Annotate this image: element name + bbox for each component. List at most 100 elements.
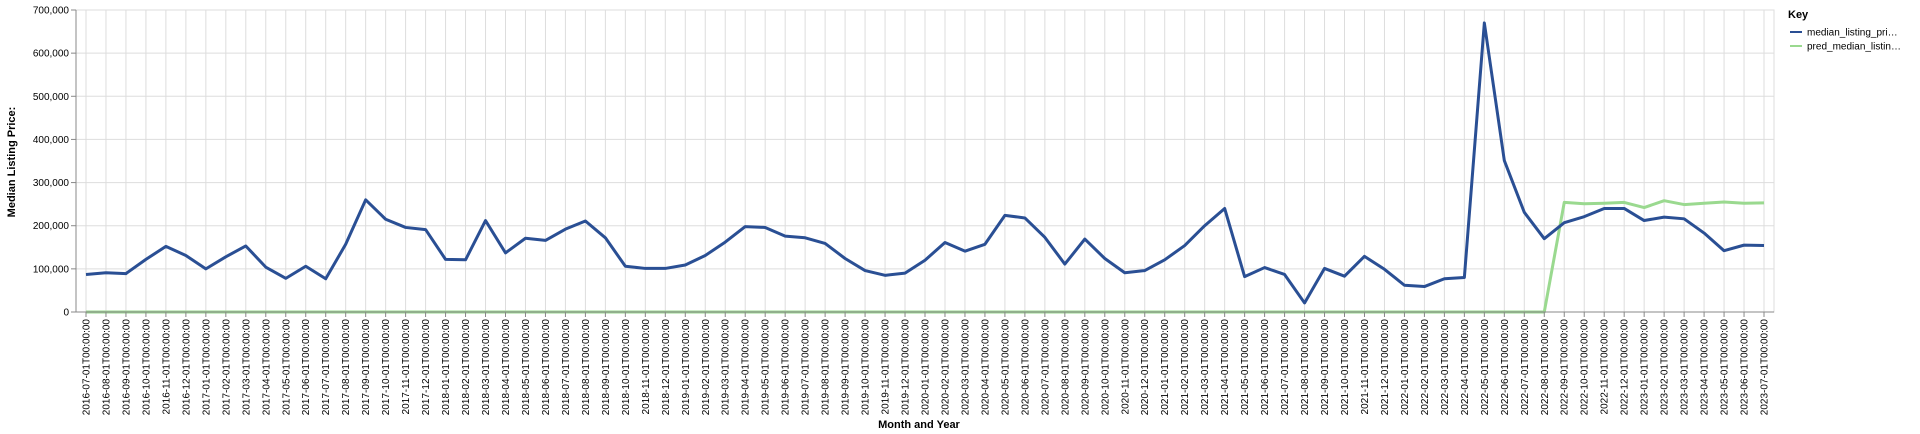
y-tick-label: 500,000 (33, 92, 70, 103)
x-tick-label: 2022-08-01T00:00:00 (1540, 319, 1551, 416)
x-tick-label: 2016-10-01T00:00:00 (141, 319, 152, 416)
x-tick-label: 2021-08-01T00:00:00 (1300, 319, 1311, 416)
x-tick-label: 2019-09-01T00:00:00 (841, 319, 852, 416)
legend: Key median_listing_pri… pred_median_listi… (1788, 9, 1901, 53)
x-tick-label: 2016-09-01T00:00:00 (121, 319, 132, 416)
x-tick-label: 2018-04-01T00:00:00 (501, 319, 512, 416)
x-tick-label: 2018-11-01T00:00:00 (641, 319, 652, 415)
x-tick-label: 2022-03-01T00:00:00 (1440, 319, 1451, 416)
x-tick-label: 2021-06-01T00:00:00 (1260, 319, 1271, 416)
x-tick-label: 2021-11-01T00:00:00 (1360, 319, 1371, 415)
x-tick-label: 2019-10-01T00:00:00 (861, 319, 872, 416)
x-tick-label: 2019-12-01T00:00:00 (901, 319, 912, 416)
x-tick-label: 2017-09-01T00:00:00 (361, 319, 372, 416)
x-tick-label: 2019-02-01T00:00:00 (701, 319, 712, 416)
x-axis: 2016-07-01T00:00:00 2016-08-01T00:00:00 20… (76, 311, 1774, 416)
series-line-0 (85, 21, 1765, 305)
y-tick-label: 300,000 (33, 178, 70, 189)
x-tick-label: 2019-05-01T00:00:00 (761, 319, 772, 416)
y-tick-label: 400,000 (33, 135, 70, 146)
x-tick-label: 2020-05-01T00:00:00 (1000, 319, 1011, 416)
legend-title: Key (1788, 9, 1809, 21)
x-tick-label: 2022-04-01T00:00:00 (1460, 319, 1471, 416)
x-tick-label: 2021-09-01T00:00:00 (1320, 319, 1331, 416)
x-tick-label: 2019-03-01T00:00:00 (721, 319, 732, 416)
y-tick-label: 100,000 (33, 264, 70, 275)
x-tick-label: 2023-06-01T00:00:00 (1740, 319, 1751, 416)
x-tick-label: 2017-12-01T00:00:00 (421, 319, 432, 416)
x-tick-label: 2021-10-01T00:00:00 (1340, 319, 1351, 416)
x-tick-label: 2020-03-01T00:00:00 (960, 319, 971, 416)
x-tick-label: 2021-05-01T00:00:00 (1240, 319, 1251, 416)
x-tick-label: 2016-07-01T00:00:00 (81, 319, 92, 416)
x-tick-label: 2022-05-01T00:00:00 (1480, 319, 1491, 416)
x-tick-label: 2022-07-01T00:00:00 (1520, 319, 1531, 416)
x-tick-label: 2018-05-01T00:00:00 (521, 319, 532, 416)
x-tick-label: 2019-08-01T00:00:00 (821, 319, 832, 416)
x-tick-label: 2020-02-01T00:00:00 (940, 319, 951, 416)
x-tick-label: 2017-06-01T00:00:00 (301, 319, 312, 416)
x-tick-label: 2020-01-01T00:00:00 (921, 319, 932, 416)
x-tick-label: 2017-03-01T00:00:00 (241, 319, 252, 416)
x-tick-label: 2023-07-01T00:00:00 (1760, 319, 1771, 416)
x-tick-label: 2017-07-01T00:00:00 (321, 319, 332, 416)
x-tick-label: 2016-12-01T00:00:00 (181, 319, 192, 416)
legend-label: pred_median_listin… (1807, 42, 1901, 53)
x-tick-label: 2018-07-01T00:00:00 (561, 319, 572, 416)
x-tick-label: 2017-01-01T00:00:00 (201, 319, 212, 416)
x-tick-label: 2019-01-01T00:00:00 (681, 319, 692, 416)
x-tick-label: 2021-02-01T00:00:00 (1180, 319, 1191, 416)
x-tick-label: 2020-09-01T00:00:00 (1080, 319, 1091, 416)
x-tick-label: 2018-10-01T00:00:00 (621, 319, 632, 416)
x-tick-label: 2017-11-01T00:00:00 (401, 319, 412, 415)
x-tick-label: 2019-11-01T00:00:00 (881, 319, 892, 415)
x-tick-label: 2023-01-01T00:00:00 (1640, 319, 1651, 416)
x-tick-label: 2018-03-01T00:00:00 (481, 319, 492, 416)
x-tick-label: 2017-05-01T00:00:00 (281, 319, 292, 416)
y-tick-label: 0 (63, 308, 69, 319)
x-tick-label: 2019-07-01T00:00:00 (801, 319, 812, 416)
x-tick-label: 2023-03-01T00:00:00 (1680, 319, 1691, 416)
x-tick-label: 2017-10-01T00:00:00 (381, 319, 392, 416)
x-tick-label: 2023-02-01T00:00:00 (1660, 319, 1671, 416)
x-tick-label: 2020-07-01T00:00:00 (1040, 319, 1051, 416)
legend-label: median_listing_pri… (1807, 28, 1898, 39)
x-tick-label: 2022-02-01T00:00:00 (1420, 319, 1431, 416)
x-tick-label: 2022-06-01T00:00:00 (1500, 319, 1511, 416)
x-tick-label: 2022-09-01T00:00:00 (1560, 319, 1571, 416)
x-tick-label: 2020-10-01T00:00:00 (1100, 319, 1111, 416)
x-tick-label: 2023-04-01T00:00:00 (1700, 319, 1711, 416)
y-tick-label: 200,000 (33, 221, 70, 232)
x-tick-label: 2023-05-01T00:00:00 (1720, 319, 1731, 416)
x-tick-label: 2016-08-01T00:00:00 (101, 319, 112, 416)
x-tick-label: 2021-03-01T00:00:00 (1200, 319, 1211, 416)
x-tick-label: 2021-07-01T00:00:00 (1280, 319, 1291, 416)
y-axis: 0 100,000 200,000 300,000 400,000 500,000 600,… (33, 6, 77, 319)
x-tick-label: 2018-02-01T00:00:00 (461, 319, 472, 416)
x-tick-label: 2022-11-01T00:00:00 (1600, 319, 1611, 415)
x-tick-label: 2021-04-01T00:00:00 (1220, 319, 1231, 416)
x-tick-label: 2018-08-01T00:00:00 (581, 319, 592, 416)
y-tick-label: 600,000 (33, 49, 70, 60)
x-tick-label: 2019-06-01T00:00:00 (781, 319, 792, 416)
x-tick-label: 2017-04-01T00:00:00 (261, 319, 272, 416)
x-tick-label: 2020-12-01T00:00:00 (1140, 319, 1151, 416)
x-tick-label: 2018-06-01T00:00:00 (541, 319, 552, 416)
x-tick-label: 2021-12-01T00:00:00 (1380, 319, 1391, 416)
x-tick-label: 2022-12-01T00:00:00 (1620, 319, 1631, 416)
x-tick-label: 2017-02-01T00:00:00 (221, 319, 232, 416)
y-axis-title: Median Listing Price: (6, 107, 18, 218)
x-axis-title: Month and Year (878, 419, 960, 431)
x-tick-label: 2016-11-01T00:00:00 (161, 319, 172, 415)
x-tick-label: 2020-06-01T00:00:00 (1020, 319, 1031, 416)
x-tick-label: 2017-08-01T00:00:00 (341, 319, 352, 416)
x-tick-label: 2021-01-01T00:00:00 (1160, 319, 1171, 416)
x-tick-label: 2019-04-01T00:00:00 (741, 319, 752, 416)
x-tick-label: 2018-01-01T00:00:00 (441, 319, 452, 416)
x-tick-label: 2022-10-01T00:00:00 (1580, 319, 1591, 416)
x-tick-label: 2018-09-01T00:00:00 (601, 319, 612, 416)
x-tick-label: 2020-04-01T00:00:00 (980, 319, 991, 416)
y-tick-label: 700,000 (33, 6, 70, 17)
x-tick-label: 2022-01-01T00:00:00 (1400, 319, 1411, 416)
